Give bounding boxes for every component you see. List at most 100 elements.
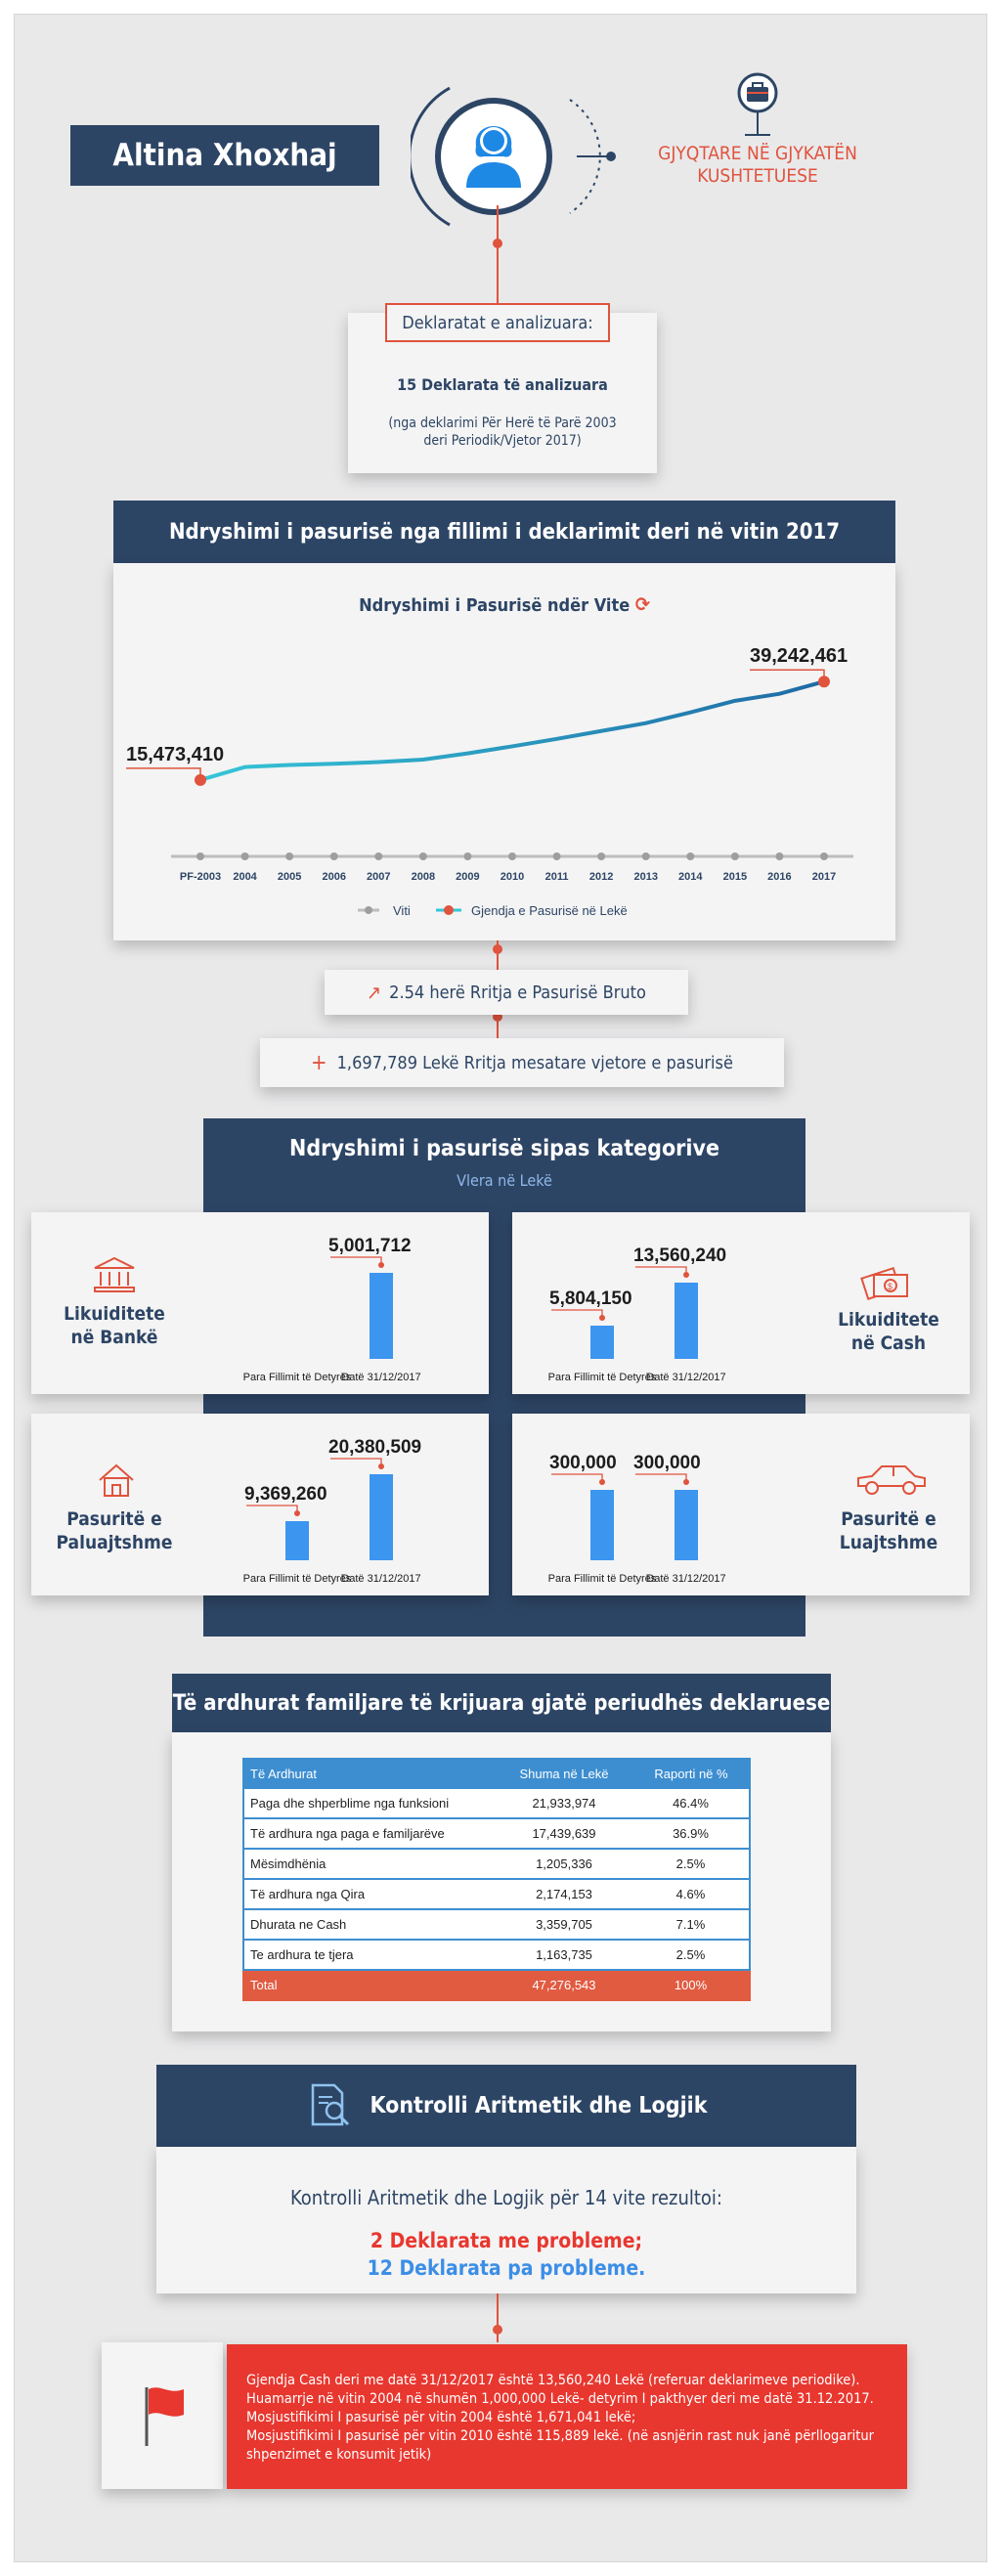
connector-dot (493, 239, 502, 248)
categories-subtitle: Vlera në Lekë (457, 1171, 552, 1190)
x-axis-marker (552, 852, 561, 860)
wealth-chart-title-text: Ndryshimi i Pasurisë ndër Vite (359, 595, 631, 616)
x-tick-label: 2007 (367, 871, 390, 883)
bar-callout-after (330, 1256, 382, 1265)
bar-callout-after (635, 1473, 687, 1482)
table-row: Dhurata ne Cash 3,359,705 7.1% (242, 1909, 751, 1941)
x-axis-marker (463, 852, 472, 860)
role-title: GJYQTARE NË GJYKATËN KUSHTETUESE (645, 143, 870, 188)
real-estate-label-line-2: Paluajtshme (56, 1532, 173, 1553)
control-problems: 2 Deklarata me probleme; (370, 2229, 643, 2252)
briefcase-icon (737, 72, 778, 136)
x-axis-marker (418, 852, 427, 860)
income-ratio-cell: 46.4% (632, 1788, 751, 1819)
x-axis-marker (196, 852, 204, 860)
x-axis-marker (597, 852, 606, 860)
income-source-cell: Paga dhe shperblime nga funksioni (242, 1788, 496, 1819)
total-ratio-cell: 100% (632, 1970, 751, 2001)
bar-after (370, 1273, 393, 1359)
bank-bar-chart: Para Fillimit të Detyrës 5,001,712 Datë 31… (217, 1212, 481, 1394)
cash-money-icon: $ (860, 1261, 911, 1307)
category-bars-svg: 9,369,260 Para Fillimit të Detyrës 20,380,… (243, 1437, 421, 1585)
note-line-2: Huamarrje në vitin 2004 në shumën 1,000,… (246, 2391, 874, 2407)
total-label-cell: Total (242, 1970, 496, 2001)
avg-growth-text: 1,697,789 Lekë Rritja mesatare vjetore e… (336, 1052, 733, 1073)
x-tick-label: 2013 (633, 871, 657, 883)
real-estate-label-line-1: Pasuritë e (66, 1508, 162, 1530)
connector-dot-3 (493, 1012, 502, 1022)
legend-series-label: Gjendja e Pasurisë në Lekë (471, 903, 628, 918)
bar-value-after: 20,380,509 (328, 1437, 421, 1458)
table-row: Paga dhe shperblime nga funksioni 21,933,… (242, 1788, 751, 1819)
bar-axis-label-before: Para Fillimit të Detyrës (243, 1372, 352, 1383)
declarations-header: Deklaratat e analizuara: (385, 303, 610, 342)
note-line-1: Gjendja Cash deri me datë 31/12/2017 ësh… (246, 2373, 860, 2388)
bar-axis-label-before: Para Fillimit të Detyrës (548, 1573, 657, 1585)
bank-label-line-2: në Bankë (70, 1327, 158, 1348)
briefcase-badge (735, 72, 780, 139)
category-bars-svg: 5,804,150 Para Fillimit të Detyrës 13,560,… (548, 1245, 726, 1383)
x-axis-marker (508, 852, 516, 860)
movables-bar-chart: 300,000 Para Fillimit të Detyrës 300,000 Da… (522, 1414, 786, 1595)
cash-label: Likuiditete në Cash (825, 1308, 952, 1355)
bar-axis-label-after: Datë 31/12/2017 (646, 1372, 725, 1383)
income-source-cell: Mësimdhënia (242, 1849, 496, 1880)
trend-up-icon: ↗ (367, 981, 382, 1004)
bar-value-after: 5,001,712 (328, 1236, 412, 1256)
income-amount-cell: 1,163,735 (496, 1940, 632, 1971)
wealth-series-line (199, 679, 825, 782)
bar-value-after: 13,560,240 (633, 1245, 726, 1266)
movables-label-line-1: Pasuritë e (841, 1508, 936, 1530)
avg-growth-box: + 1,697,789 Lekë Rritja mesatare vjetore… (260, 1038, 784, 1087)
red-flag-icon (145, 2387, 184, 2446)
col-header-amount: Shuma në Lekë (495, 1758, 633, 1789)
note-line-4: Mosjustifikimi I pasurisë për vitin 2010… (246, 2428, 874, 2463)
category-panel-movables: 300,000 Para Fillimit të Detyrës 300,000 Da… (512, 1414, 970, 1595)
bank-label: Likuiditete në Bankë (51, 1302, 178, 1349)
x-tick-label: 2015 (723, 871, 747, 883)
categories-title: Ndryshimi i pasurisë sipas kategorive (289, 1136, 719, 1161)
x-tick-label: 2017 (812, 871, 836, 883)
bar-before (590, 1326, 614, 1359)
movables-label-line-2: Luajtshme (839, 1532, 938, 1553)
x-tick-label: 2014 (678, 871, 703, 883)
bar-axis-label-after: Datë 31/12/2017 (646, 1573, 725, 1585)
wealth-line-chart: PF-2003 2004 2005 2006 2007 2008 2009 2010 2011 2… (126, 645, 853, 918)
cash-label-line-2: në Cash (850, 1332, 927, 1354)
table-row: Të ardhura nga Qira 2,174,153 4.6% (242, 1879, 751, 1910)
x-axis-marker (641, 852, 650, 860)
category-bars-svg: 300,000 Para Fillimit të Detyrës 300,000 Da… (548, 1453, 726, 1585)
x-axis-marker (329, 852, 338, 860)
x-axis-marker (285, 852, 294, 860)
end-value-label: 39,242,461 (750, 645, 848, 667)
avatar (458, 111, 529, 190)
connector-line-4 (497, 2293, 499, 2342)
wealth-chart-title: Ndryshimi i Pasurisë ndër Vite ⟳ (113, 592, 895, 616)
real-estate-label: Pasuritë e Paluajtshme (51, 1507, 178, 1554)
bar-axis-label-before: Para Fillimit të Detyrës (548, 1372, 657, 1383)
declarations-note: (nga deklarimi Për Herë të Parë 2003 der… (348, 415, 657, 450)
x-tick-label: PF-2003 (180, 871, 221, 883)
category-panel-bank: Likuiditete në Bankë Para Fillimit të De… (31, 1212, 489, 1394)
bar-after (675, 1490, 698, 1560)
x-axis-marker (775, 852, 784, 860)
svg-text:$: $ (888, 1282, 892, 1291)
bar-after (675, 1283, 698, 1359)
bar-value-before: 9,369,260 (244, 1484, 327, 1505)
x-tick-label: 2006 (322, 871, 345, 883)
bar-callout-before (246, 1505, 298, 1513)
control-summary: Kontrolli Aritmetik dhe Logjik për 14 vi… (289, 2186, 722, 2209)
control-title-text: Kontrolli Aritmetik dhe Logjik (370, 2093, 708, 2118)
income-amount-cell: 1,205,336 (496, 1849, 632, 1880)
control-card: Kontrolli Aritmetik dhe Logjik për 14 vi… (156, 2147, 856, 2293)
income-source-cell: Të ardhura nga paga e familjarëve (242, 1818, 496, 1850)
house-icon (96, 1461, 137, 1505)
category-panel-real-estate: Pasuritë e Paluajtshme 9,369,260 Para Fil… (31, 1414, 489, 1595)
income-section-title: Të ardhurat familjare të krijuara gjatë … (172, 1674, 831, 1732)
income-ratio-cell: 36.9% (632, 1818, 751, 1850)
table-total-row: Total 47,276,543 100% (242, 1970, 751, 2001)
wealth-section-title: Ndryshimi i pasurisë nga fillimi i dekla… (113, 501, 895, 563)
bar-value-before: 300,000 (549, 1453, 617, 1473)
start-callout-line (126, 767, 201, 780)
start-value-label: 15,473,410 (126, 744, 224, 765)
